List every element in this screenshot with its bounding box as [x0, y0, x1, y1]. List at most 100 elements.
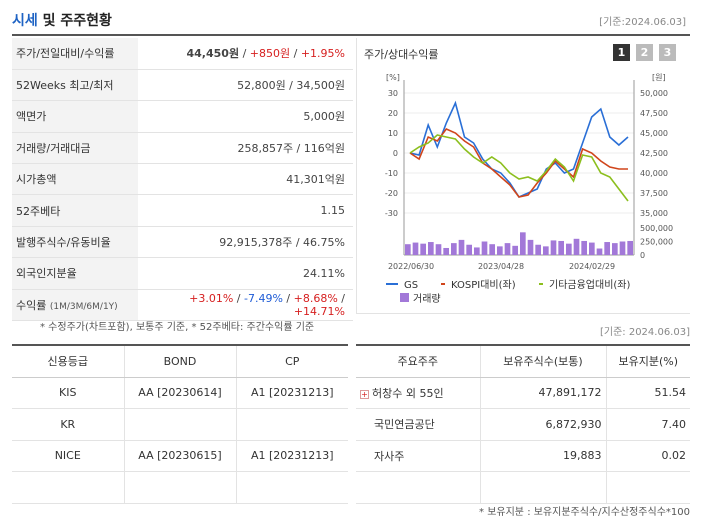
legend-swatch — [400, 293, 409, 302]
bond-cell — [123, 408, 236, 441]
volume-bar — [497, 246, 503, 255]
volume-bar — [550, 240, 557, 255]
y-right-tick-label: 37,500 — [640, 189, 668, 198]
series-line — [409, 128, 628, 198]
column-header: BOND — [123, 344, 236, 378]
right-unit: [원] — [652, 73, 666, 82]
holder-name-cell: + 허창수 외 55인 — [356, 377, 480, 409]
legend-label: KOSPI대비(좌) — [451, 279, 516, 291]
table-row: + 허창수 외 55인 47,891,172 51.54 — [356, 377, 690, 409]
as-of-date: [기준:2024.06.03] — [599, 17, 686, 28]
mcap-value: 41,301억원 — [138, 163, 353, 196]
table-header-row: 신용등급 BOND CP — [12, 344, 348, 378]
beta-value: 1.15 — [138, 194, 353, 227]
top-divider — [12, 34, 690, 36]
footnote: * 수정주가(차트포함), 보통주 기준, * 52주베타: 주간수익률 기준 — [40, 322, 315, 333]
series-line — [409, 100, 629, 199]
chart-tab-1[interactable]: 1 — [613, 44, 630, 61]
chart-tab-3[interactable]: 3 — [659, 44, 676, 61]
holder-pct: 0.02 — [605, 440, 690, 472]
returns-period: (1M/3M/6M/1Y) — [49, 301, 118, 312]
volume-label: 거래량/거래대금 — [12, 132, 138, 165]
price-chart: [%] [원] 30 20 10 0 -10 -20 -30 50,000 47,500 45,000… — [385, 73, 673, 305]
current-price: 44,450원 — [186, 47, 240, 61]
table-row: 국민연금공단 6,872,930 7.40 — [356, 408, 690, 441]
volume-bar — [451, 243, 457, 255]
par-label: 액면가 — [12, 100, 138, 133]
bond-cell: AA [20230614] — [123, 377, 236, 409]
y-left-tick-label: -30 — [385, 209, 398, 218]
table-row: 52Weeks 최고/최저 52,800원 / 34,500원 — [12, 69, 353, 102]
series-line — [409, 134, 629, 202]
wk52-value: 52,800원 / 34,500원 — [138, 69, 353, 102]
holder-shares — [479, 471, 606, 504]
price-change: +850원 — [249, 47, 291, 61]
y-right-tick-label: 42,500 — [640, 149, 668, 158]
y-right-tick-label: 50,000 — [640, 89, 668, 98]
major-holders-table: 주요주주 보유주식수(보통) 보유지분(%) + 허창수 외 55인 47,891… — [356, 344, 690, 504]
table-row — [12, 471, 348, 504]
volume-bar — [581, 240, 587, 255]
table-row: 수익률 (1M/3M/6M/1Y) +3.01% / -7.49% / +8.6… — [12, 289, 353, 322]
volume-bar — [566, 243, 572, 255]
table-row: 자사주 19,883 0.02 — [356, 440, 690, 472]
y-left-tick-label: 10 — [388, 129, 398, 138]
cp-cell — [235, 408, 348, 441]
y-left-tick-label: 20 — [388, 109, 398, 118]
holder-name[interactable]: 허창수 외 55인 — [372, 386, 444, 400]
volume-bar — [489, 244, 495, 255]
agency-cell: NICE — [12, 440, 124, 472]
y-right-tick-label: 35,000 — [640, 209, 668, 218]
x-tick-label: 2023/04/28 — [478, 262, 524, 271]
wk52-label: 52Weeks 최고/최저 — [12, 69, 138, 102]
expand-icon[interactable]: + — [360, 389, 369, 399]
holder-name — [356, 471, 480, 504]
chart-panel — [356, 38, 690, 314]
price-label: 주가/전일대비/수익률 — [12, 38, 138, 70]
y-right-tick-label: 40,000 — [640, 169, 668, 178]
holder-name: 자사주 — [356, 440, 480, 472]
return-1y: +14.71% — [293, 304, 345, 318]
volume-bar — [535, 244, 541, 255]
holder-pct: 7.40 — [605, 408, 690, 441]
volume-bar — [474, 247, 480, 255]
legend-label: 거래량 — [413, 293, 441, 305]
volume-bar — [443, 247, 449, 255]
foreign-label: 외국인지분율 — [12, 257, 138, 290]
returns-label: 수익률 (1M/3M/6M/1Y) — [12, 289, 138, 322]
volume-bar — [420, 243, 426, 255]
volume-bar — [512, 245, 518, 255]
volume-bar — [527, 239, 534, 255]
shares-label: 발행주식수/유동비율 — [12, 226, 138, 259]
volume-bar — [458, 239, 465, 255]
bond-cell — [123, 471, 236, 504]
y-right-tick-label: 47,500 — [640, 109, 668, 118]
mcap-label: 시가총액 — [12, 163, 138, 196]
foreign-value: 24.11% — [138, 257, 353, 290]
agency-cell: KR — [12, 408, 124, 441]
volume-bar — [412, 242, 419, 255]
cp-cell: A1 [20231213] — [235, 377, 348, 409]
holder-shares: 6,872,930 — [479, 408, 606, 441]
shares-value: 92,915,378주 / 46.75% — [138, 226, 353, 259]
table-row: 거래량/거래대금 258,857주 / 116억원 — [12, 132, 353, 165]
holder-pct — [605, 471, 690, 504]
volume-tick-label: 250,000 — [640, 238, 673, 247]
column-header: 신용등급 — [12, 344, 124, 378]
holder-pct: 51.54 — [605, 377, 690, 409]
returns-value: +3.01% / -7.49% / +8.68% / +14.71% — [138, 289, 353, 322]
column-header: 보유주식수(보통) — [479, 344, 606, 378]
volume-bar — [520, 232, 526, 255]
par-value: 5,000원 — [138, 100, 353, 133]
volume-bar — [612, 243, 618, 255]
price-summary-table: 주가/전일대비/수익률 44,450원 / +850원 / +1.95% 52W… — [12, 38, 353, 322]
x-tick-label: 2024/02/29 — [569, 262, 615, 271]
volume-bar — [573, 238, 580, 255]
chart-tab-2[interactable]: 2 — [636, 44, 653, 61]
holders-footnote: * 보유지분 : 보유지분주식수/지수산정주식수*100 — [479, 507, 690, 518]
y-left-tick-label: 0 — [393, 149, 398, 158]
column-header: 보유지분(%) — [605, 344, 690, 378]
volume-value: 258,857주 / 116억원 — [138, 132, 353, 165]
return-6m: +8.68% — [293, 291, 338, 305]
volume-tick-label: 0 — [640, 251, 645, 260]
